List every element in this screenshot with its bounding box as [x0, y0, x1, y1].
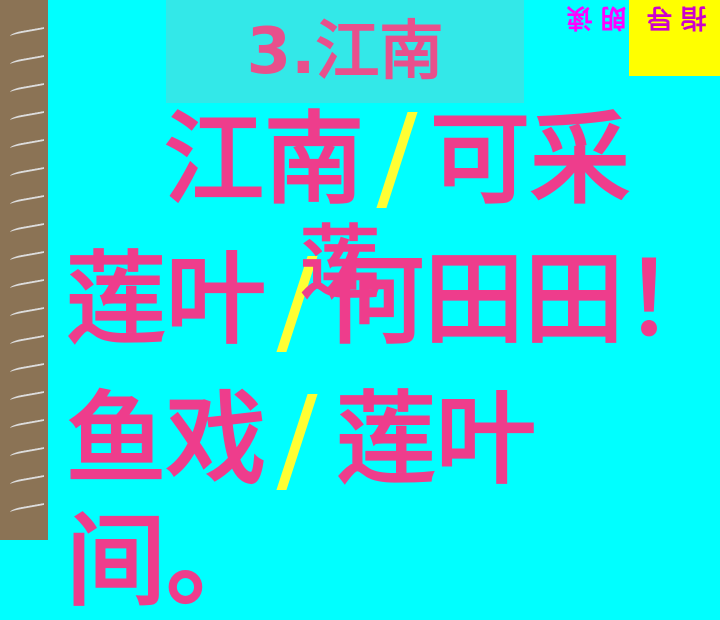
poem-line4-a: 间。 — [66, 503, 266, 620]
poem-line3-b: 莲叶 — [336, 381, 536, 498]
binding-ring — [10, 503, 44, 517]
corner-label-col4: 读 — [567, 6, 597, 32]
poem-line2-a: 莲叶 — [66, 241, 266, 358]
binding-ring — [10, 111, 44, 125]
corner-box — [629, 0, 720, 76]
binding-ring — [10, 447, 44, 461]
binding-ring — [10, 419, 44, 433]
page-title: 3.江南 — [246, 15, 444, 89]
corner-char: 读 — [567, 6, 597, 32]
binding-ring — [10, 335, 44, 349]
slash-mark — [276, 394, 318, 490]
corner-label-col2: 导 — [647, 6, 677, 32]
binding-ring — [10, 279, 44, 293]
corner-char: 朗 — [601, 6, 631, 32]
binding-ring — [10, 223, 44, 237]
slash-mark — [376, 112, 418, 208]
spiral-binding — [0, 0, 48, 540]
binding-ring — [10, 27, 44, 41]
binding-ring — [10, 391, 44, 405]
poem-line2-b: 何田田！ — [324, 241, 720, 358]
poem-line1-b: 可采 — [430, 101, 630, 218]
binding-ring — [10, 167, 44, 181]
binding-ring — [10, 475, 44, 489]
binding-ring — [10, 363, 44, 377]
binding-ring — [10, 83, 44, 97]
poem-line2-overlap: 莲 — [300, 217, 380, 310]
binding-ring — [10, 251, 44, 265]
title-box: 3.江南 — [166, 0, 524, 103]
corner-label-col3: 朗 — [601, 6, 631, 32]
corner-label-col1: 指 — [681, 6, 711, 32]
binding-ring — [10, 55, 44, 69]
binding-ring — [10, 307, 44, 321]
corner-char: 指 — [681, 6, 711, 32]
poem-line1-a: 江南 — [164, 101, 364, 218]
binding-ring — [10, 195, 44, 209]
poem-line3-a: 鱼戏 — [66, 381, 266, 498]
binding-ring — [10, 139, 44, 153]
corner-char: 导 — [647, 6, 677, 32]
